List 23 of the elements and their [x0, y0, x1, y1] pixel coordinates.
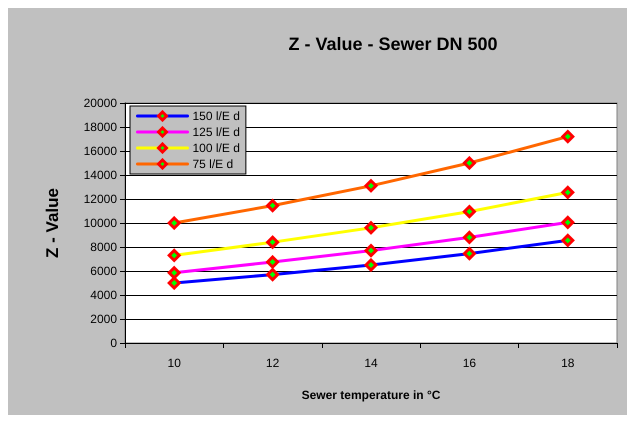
- x-tick-label: 14: [364, 356, 378, 370]
- legend-label: 100 l/E d: [192, 141, 240, 155]
- legend-label: 150 l/E d: [192, 109, 240, 123]
- y-tick-label: 18000: [84, 120, 118, 134]
- x-axis-title: Sewer temperature in °C: [302, 388, 441, 402]
- y-tick-label: 16000: [84, 144, 118, 158]
- chart-title: Z - Value - Sewer DN 500: [288, 34, 498, 54]
- y-tick-label: 6000: [90, 264, 118, 278]
- y-tick-label: 4000: [90, 288, 118, 302]
- x-tick-label: 16: [462, 356, 476, 370]
- y-tick-label: 8000: [90, 240, 118, 254]
- legend-label: 75 l/E d: [192, 157, 234, 171]
- y-tick-label: 12000: [84, 192, 118, 206]
- x-tick-label: 10: [168, 356, 182, 370]
- y-tick-label: 0: [110, 336, 118, 350]
- y-tick-label: 14000: [84, 168, 118, 182]
- y-tick-label: 2000: [90, 312, 118, 326]
- y-axis-title: Z - Value: [43, 188, 62, 258]
- y-tick-label: 10000: [84, 216, 118, 230]
- legend-label: 125 l/E d: [192, 125, 240, 139]
- y-tick-label: 20000: [84, 96, 118, 110]
- x-tick-label: 12: [266, 356, 280, 370]
- x-tick-label: 18: [561, 356, 575, 370]
